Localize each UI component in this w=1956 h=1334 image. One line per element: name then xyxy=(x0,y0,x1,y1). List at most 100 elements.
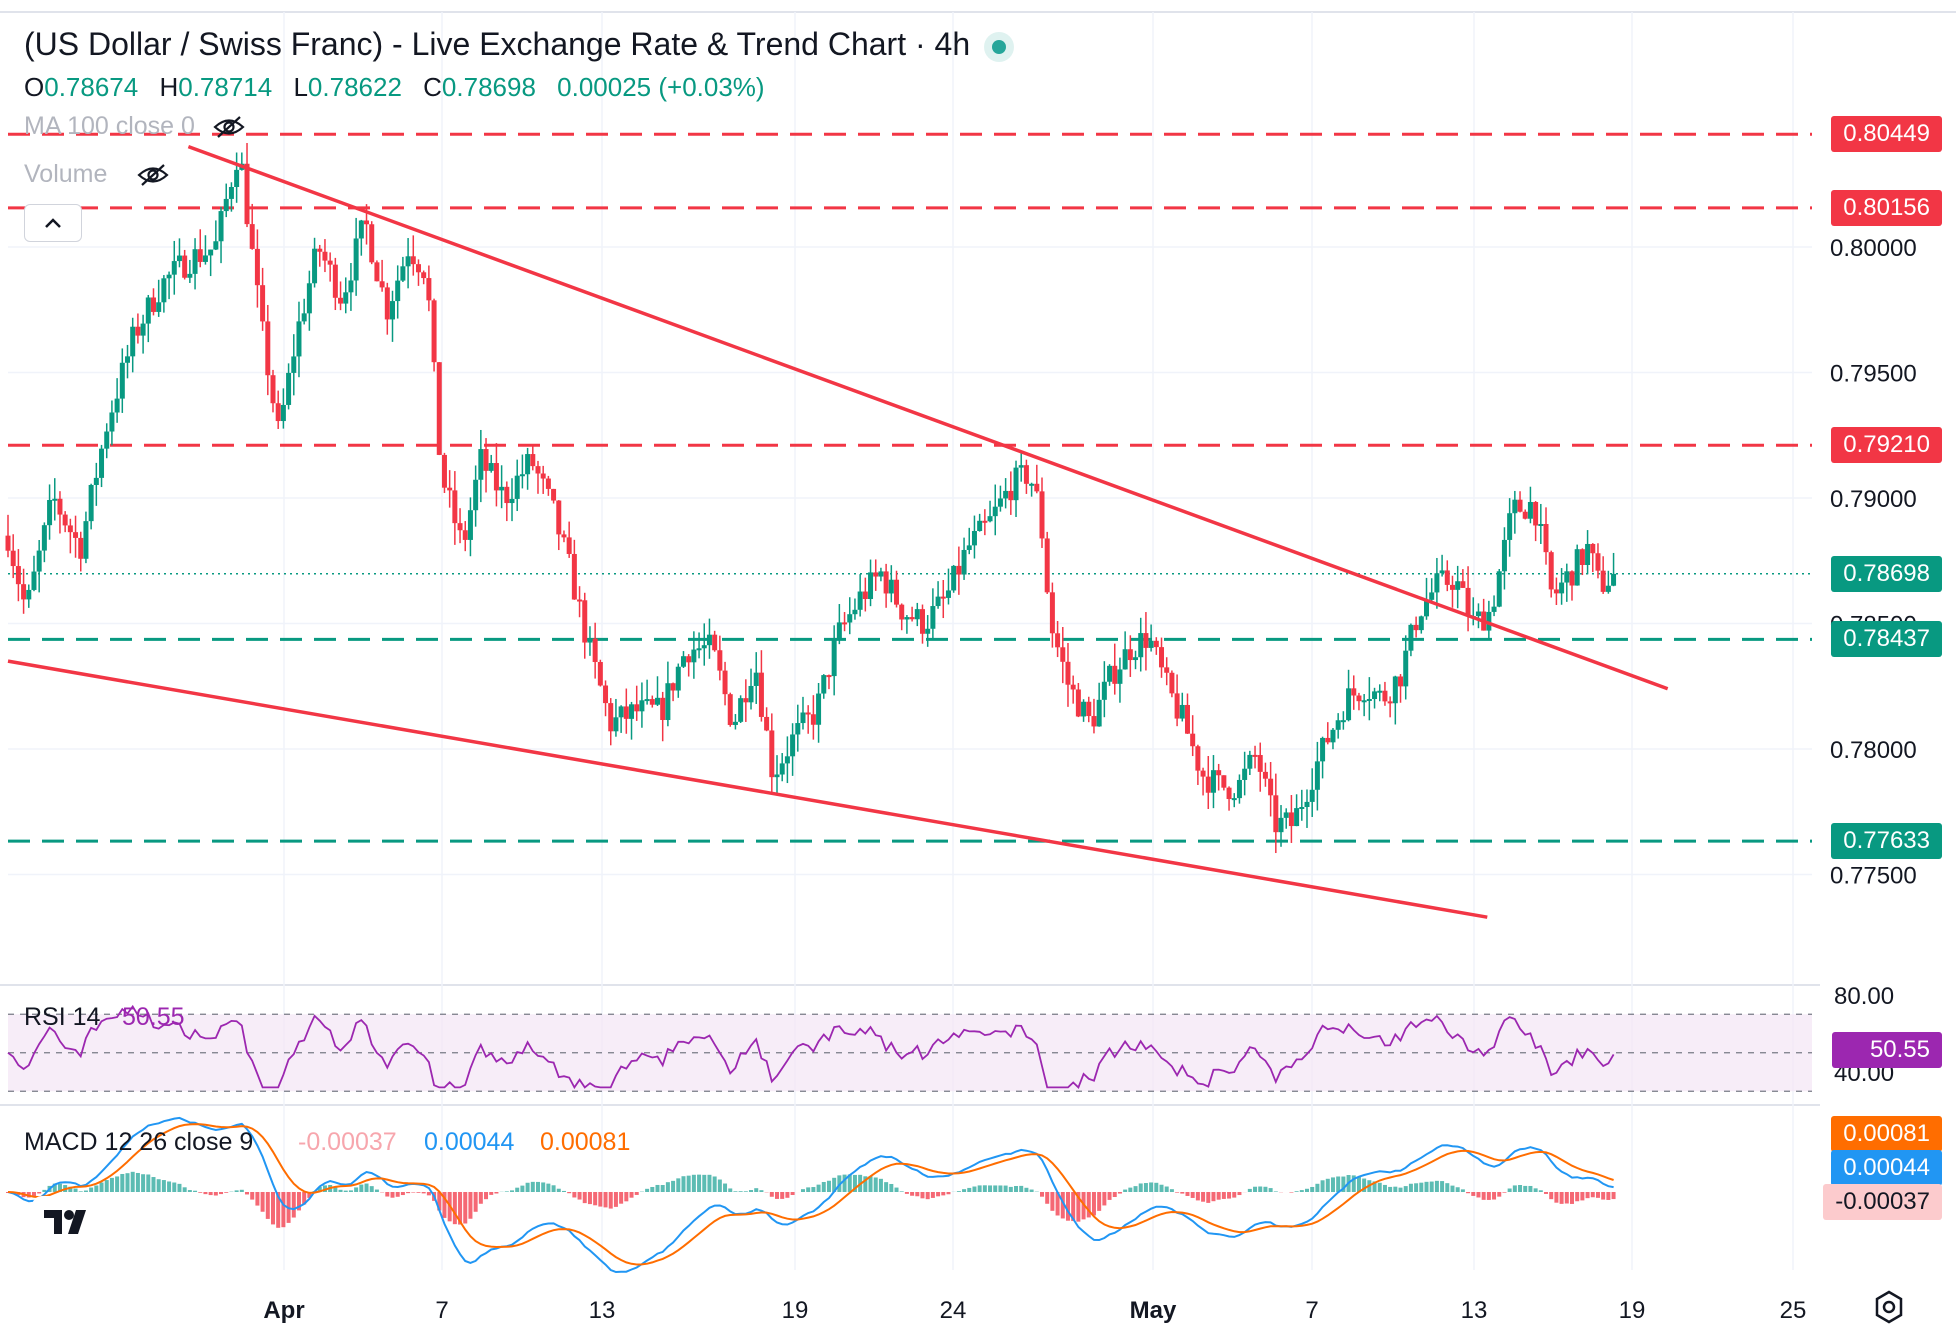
current-price-tag: 0.78698 xyxy=(1831,555,1942,592)
macd-histogram-bar xyxy=(177,1183,182,1192)
macd-histogram-bar xyxy=(775,1192,780,1199)
tradingview-logo[interactable] xyxy=(32,1196,104,1248)
macd-histogram-bar xyxy=(302,1192,307,1205)
macd-histogram-bar xyxy=(452,1192,457,1225)
macd-histogram-bar xyxy=(1040,1192,1045,1197)
candle-body xyxy=(1548,552,1554,590)
candle-body xyxy=(1174,693,1180,719)
candle-body xyxy=(426,278,432,301)
macd-histogram-bar xyxy=(852,1174,857,1192)
macd-histogram-bar xyxy=(94,1185,99,1192)
ma-label: MA 100 close 0 xyxy=(24,112,195,140)
candle-body xyxy=(1216,770,1222,776)
candle-body xyxy=(945,590,951,598)
macd-histogram-bar xyxy=(187,1190,192,1192)
macd-histogram-bar xyxy=(291,1192,296,1218)
candle-body xyxy=(1585,543,1591,565)
macd-histogram-bar xyxy=(364,1183,369,1192)
macd-histogram-bar xyxy=(723,1183,728,1192)
macd-histogram-bar xyxy=(1585,1192,1590,1199)
macd-histogram-bar xyxy=(1544,1192,1549,1194)
candle-body xyxy=(1294,808,1300,827)
candle-body xyxy=(545,478,551,489)
macd-histogram-bar xyxy=(473,1192,478,1212)
macd-histogram-bar xyxy=(910,1192,915,1196)
candle-body xyxy=(1278,817,1284,833)
candle-body xyxy=(1008,490,1014,501)
candle-body xyxy=(1372,691,1378,700)
macd-histogram-bar xyxy=(1299,1190,1304,1192)
candle-body xyxy=(1439,570,1445,574)
candle-body xyxy=(894,579,900,605)
candle-body xyxy=(348,280,354,293)
candle-body xyxy=(234,169,240,187)
x-tick-label: 19 xyxy=(1619,1297,1646,1324)
macd-histogram-bar xyxy=(78,1191,83,1192)
candle-body xyxy=(1382,690,1388,702)
candle-body xyxy=(1538,523,1544,526)
macd-histogram-bar xyxy=(1372,1181,1377,1192)
y-tick-label: 0.77500 xyxy=(1830,863,1917,890)
macd-histogram-bar xyxy=(1102,1192,1107,1206)
volume-indicator-legend[interactable]: Volume xyxy=(24,160,170,189)
candle-body xyxy=(836,622,842,640)
candle-body xyxy=(1611,573,1617,586)
macd-histogram-bar xyxy=(260,1192,265,1212)
candle-body xyxy=(722,670,728,695)
eye-off-icon[interactable] xyxy=(136,162,170,188)
low-label: L xyxy=(293,72,308,102)
eye-off-icon[interactable] xyxy=(212,114,246,140)
macd-signal-tag: 0.00081 xyxy=(1831,1116,1942,1152)
macd-histogram-bar xyxy=(847,1174,852,1192)
candle-body xyxy=(1055,633,1061,648)
candle-body xyxy=(156,302,162,312)
ma-indicator-legend[interactable]: MA 100 close 0 xyxy=(24,112,246,141)
macd-histogram-bar xyxy=(1164,1186,1169,1192)
candle-body xyxy=(338,297,344,304)
macd-histogram-bar xyxy=(655,1184,660,1192)
candle-body xyxy=(1533,501,1539,526)
macd-histogram-bar xyxy=(629,1192,634,1198)
candle-body xyxy=(493,463,499,491)
candle-body xyxy=(1595,553,1601,571)
close-value: 0.78698 xyxy=(441,72,536,102)
price-tag-0.78437: 0.78437 xyxy=(1831,621,1942,658)
candle-body xyxy=(15,566,21,585)
macd-histogram-bar xyxy=(525,1182,530,1192)
macd-histogram-bar xyxy=(551,1185,556,1192)
candle-body xyxy=(213,241,219,250)
candle-body xyxy=(1283,812,1289,818)
macd-histogram-bar xyxy=(946,1192,951,1195)
macd-histogram-bar xyxy=(1175,1192,1180,1193)
macd-histogram-bar xyxy=(1154,1182,1159,1192)
candle-body xyxy=(1351,688,1357,696)
rsi-legend-label: RSI 14 xyxy=(24,1003,101,1031)
candle-body xyxy=(1148,640,1154,648)
candle-body xyxy=(1075,689,1081,717)
candle-body xyxy=(1517,499,1523,512)
candle-body xyxy=(1455,581,1461,590)
macd-histogram-bar xyxy=(1445,1183,1450,1192)
candle-body xyxy=(738,698,744,722)
macd-histogram-bar xyxy=(1533,1188,1538,1192)
macd-histogram-bar xyxy=(224,1192,229,1193)
candle-body xyxy=(966,545,972,550)
candle-body xyxy=(1221,775,1227,788)
macd-histogram-bar xyxy=(733,1191,738,1192)
macd-histogram-bar xyxy=(884,1182,889,1192)
candle-body xyxy=(805,712,811,715)
rsi-tick-label: 80.00 xyxy=(1834,983,1894,1010)
macd-histogram-bar xyxy=(167,1181,172,1192)
settings-gear-icon[interactable] xyxy=(1872,1290,1906,1324)
candle-body xyxy=(1127,649,1133,661)
candle-body xyxy=(525,454,531,475)
macd-histogram-bar xyxy=(1408,1183,1413,1192)
macd-histogram-bar xyxy=(634,1192,639,1195)
collapse-legend-button[interactable] xyxy=(24,204,82,242)
candle-body xyxy=(1200,770,1206,777)
macd-histogram-bar xyxy=(1580,1192,1585,1201)
macd-histogram-bar xyxy=(925,1192,930,1200)
macd-histogram-bar xyxy=(743,1191,748,1192)
